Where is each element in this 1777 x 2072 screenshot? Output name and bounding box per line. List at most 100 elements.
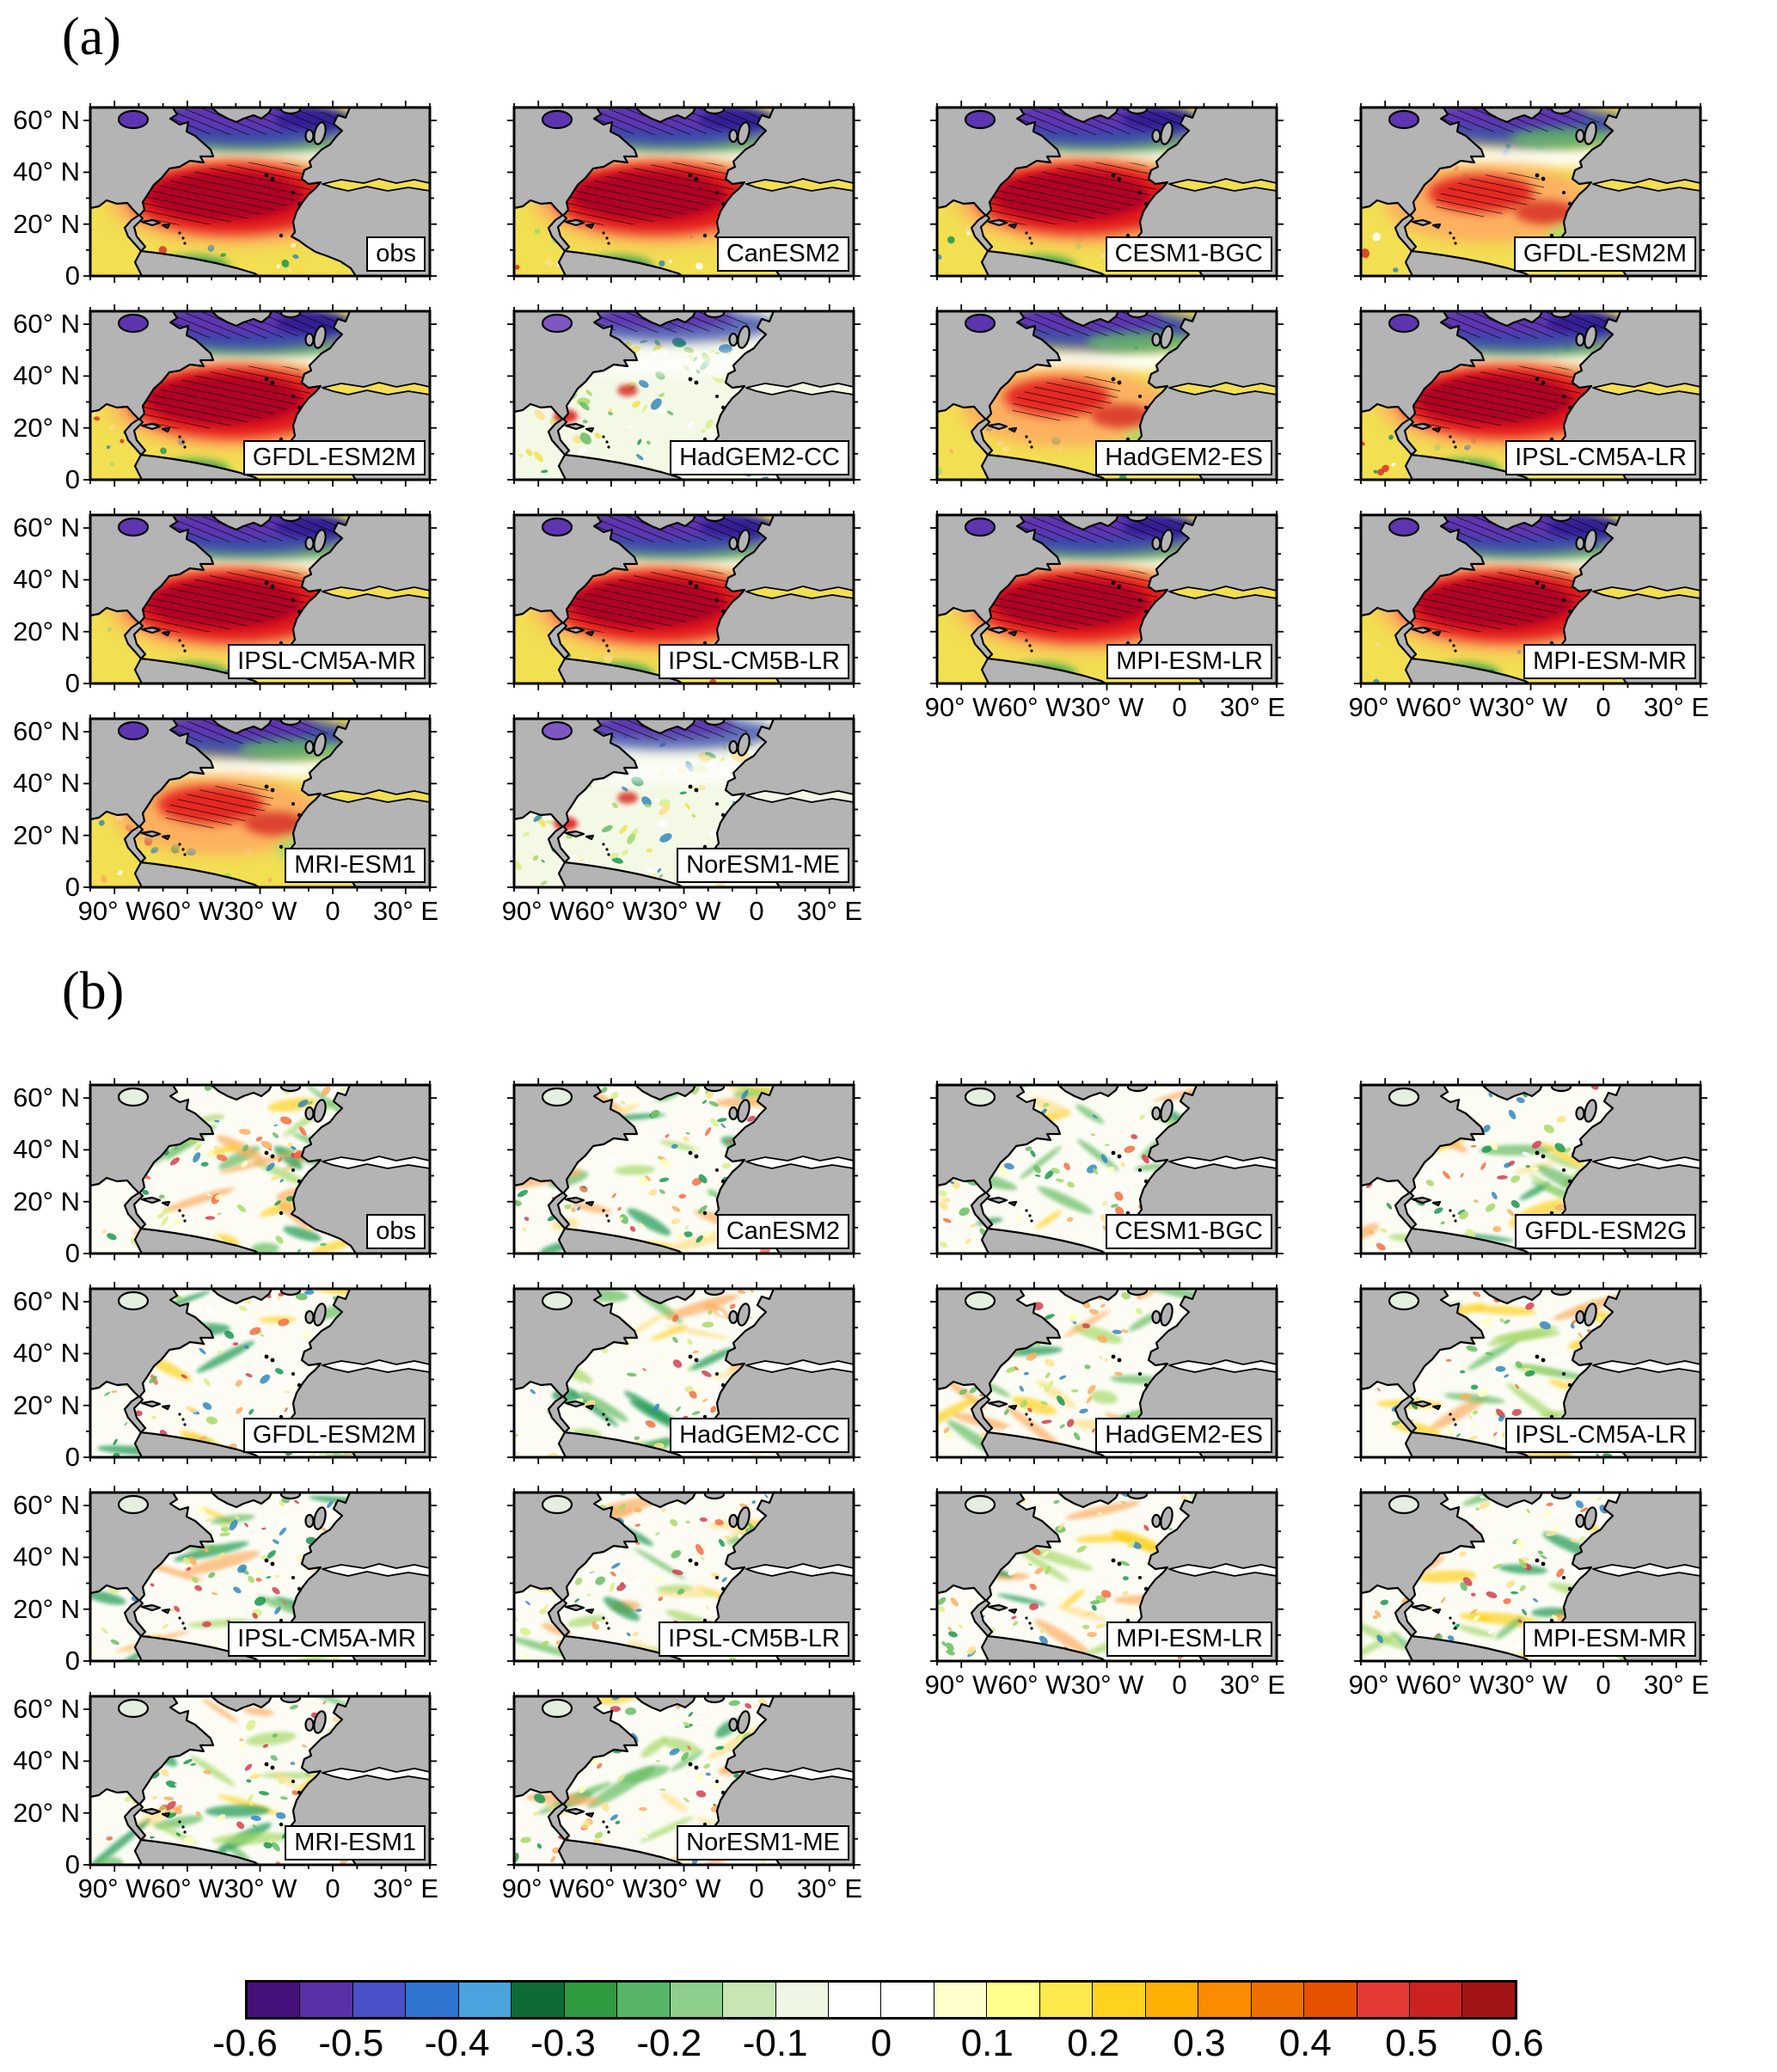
y-axis-label: 40° N	[13, 1338, 80, 1368]
model-label: GFDL-ESM2M	[1513, 236, 1696, 272]
map-subplot: MPI-ESM-MR 90° W 60° W 30° W 0 30° E	[1349, 1486, 1709, 1700]
colorbar-cell	[775, 1983, 829, 2017]
colorbar	[245, 1980, 1517, 2020]
y-axis-label: 20° N	[13, 413, 80, 443]
colorbar-cell	[248, 1983, 301, 2017]
y-axis-label: 60° N	[13, 1694, 80, 1724]
x-axis-label: 30° W	[647, 896, 721, 926]
model-label: GFDL-ESM2G	[1515, 1214, 1696, 1249]
x-axis-label: 30° W	[647, 1873, 721, 1903]
colorbar-cell	[881, 1983, 934, 2017]
y-axis-label: 60° N	[13, 309, 80, 339]
y-axis-label: 0	[64, 1442, 80, 1472]
x-axis-label: 90° W	[1348, 1670, 1422, 1700]
map-subplot: MPI-ESM-LR 90° W 60° W 30° W 0 30° E	[925, 508, 1285, 722]
model-label: MPI-ESM-LR	[1106, 1621, 1272, 1657]
model-label: HadGEM2-CC	[670, 1418, 849, 1453]
x-axis-label: 0	[1596, 1670, 1611, 1700]
y-axis-label: 0	[64, 668, 80, 698]
y-axis-label: 0	[64, 261, 80, 291]
colorbar-cell	[1409, 1983, 1463, 2017]
model-label: GFDL-ESM2M	[242, 1418, 426, 1453]
map-canvas	[83, 712, 437, 894]
model-label: MPI-ESM-LR	[1106, 644, 1272, 679]
y-axis-label: 0	[64, 464, 80, 494]
x-axis-label: 30° W	[224, 1873, 297, 1903]
x-axis-label: 30° E	[796, 896, 863, 926]
colorbar-cell	[723, 1983, 776, 2017]
y-axis-label: 40° N	[13, 360, 80, 390]
model-label: HadGEM2-ES	[1095, 1418, 1272, 1453]
map-canvas	[1354, 508, 1707, 690]
map-canvas	[930, 1078, 1284, 1260]
colorbar-cell	[987, 1983, 1040, 2017]
colorbar-tick-label: 0.1	[960, 2022, 1014, 2064]
colorbar-cell	[1357, 1983, 1410, 2017]
y-axis-label: 60° N	[13, 1286, 80, 1316]
colorbar-tick-label: -0.2	[636, 2022, 702, 2064]
model-label: IPSL-CM5A-LR	[1505, 440, 1696, 475]
colorbar-cell	[512, 1983, 565, 2017]
y-axis-label: 20° N	[13, 820, 80, 850]
y-axis-label: 20° N	[13, 616, 80, 647]
panel-a-label: (a)	[62, 8, 121, 66]
x-axis-label: 30° W	[224, 896, 297, 926]
x-axis-label: 30° E	[1643, 1670, 1710, 1700]
x-axis-label: 30° W	[1494, 1670, 1568, 1700]
x-axis-label: 90° W	[501, 1873, 575, 1903]
x-axis-label: 0	[749, 896, 764, 926]
map-subplot: obs 60° N 40° N 20° N 0	[13, 101, 437, 291]
map-subplot: HadGEM2-CC	[507, 1282, 861, 1464]
colorbar-cell	[1198, 1983, 1252, 2017]
map-subplot: IPSL-CM5B-LR	[507, 508, 861, 690]
model-label: MRI-ESM1	[285, 848, 426, 883]
y-axis-label: 40° N	[13, 1542, 80, 1572]
colorbar-tick-label: -0.4	[424, 2022, 490, 2064]
colorbar-cell	[1145, 1983, 1199, 2017]
y-axis-label: 60° N	[13, 716, 80, 746]
y-axis-label: 20° N	[13, 1594, 80, 1624]
map-subplot: obs 60° N 40° N 20° N 0	[13, 1078, 437, 1268]
x-axis-label: 0	[325, 1873, 340, 1903]
model-label: CanESM2	[716, 1214, 849, 1249]
model-label: NorESM1-ME	[677, 1825, 849, 1861]
x-axis-label: 30° E	[372, 1873, 439, 1903]
colorbar-cell	[458, 1983, 512, 2017]
colorbar-cell	[1039, 1983, 1094, 2017]
colorbar-tick-label: 0.2	[1067, 2022, 1120, 2064]
map-subplot: IPSL-CM5A-MR 60° N 40° N 20° N 0	[13, 508, 437, 698]
map-canvas	[930, 508, 1284, 690]
x-axis-label: 0	[749, 1873, 764, 1903]
model-label: obs	[366, 236, 426, 272]
model-label: CanESM2	[716, 236, 849, 272]
y-axis-label: 40° N	[13, 1745, 80, 1775]
map-subplot: GFDL-ESM2M 60° N 40° N 20° N 0	[13, 304, 437, 494]
map-subplot: CESM1-BGC	[930, 101, 1284, 283]
colorbar-cell	[1251, 1983, 1305, 2017]
x-axis-label: 30° E	[1643, 692, 1710, 722]
x-axis-label: 90° W	[77, 896, 151, 926]
x-axis-label: 30° E	[796, 1873, 863, 1903]
y-axis-label: 0	[64, 1238, 80, 1268]
model-label: MPI-ESM-MR	[1523, 1621, 1696, 1657]
x-axis-label: 0	[1172, 1670, 1187, 1700]
map-canvas	[507, 1486, 861, 1668]
model-label: HadGEM2-CC	[670, 440, 849, 475]
colorbar-cell	[1304, 1983, 1357, 2017]
x-axis-label: 90° W	[501, 896, 575, 926]
map-subplot: CanESM2	[507, 1078, 861, 1260]
model-label: NorESM1-ME	[677, 848, 849, 883]
colorbar-tick-label: -0.1	[742, 2022, 808, 2064]
colorbar-tick-labels: -0.6 -0.5 -0.4 -0.3 -0.2 -0.1 0 0.1 0.2 0.3 0.4 0.5…	[0, 2022, 1777, 2069]
map-subplot: IPSL-CM5A-LR	[1354, 304, 1707, 487]
x-axis-label: 60° W	[1421, 692, 1495, 722]
x-axis-label: 30° W	[1070, 1670, 1144, 1700]
map-canvas	[507, 101, 861, 283]
colorbar-tick-label: -0.6	[212, 2022, 278, 2064]
colorbar-tick-label: 0.4	[1278, 2022, 1332, 2064]
y-axis-label: 60° N	[13, 1490, 80, 1520]
map-canvas	[930, 1282, 1284, 1464]
map-canvas	[1354, 304, 1707, 487]
